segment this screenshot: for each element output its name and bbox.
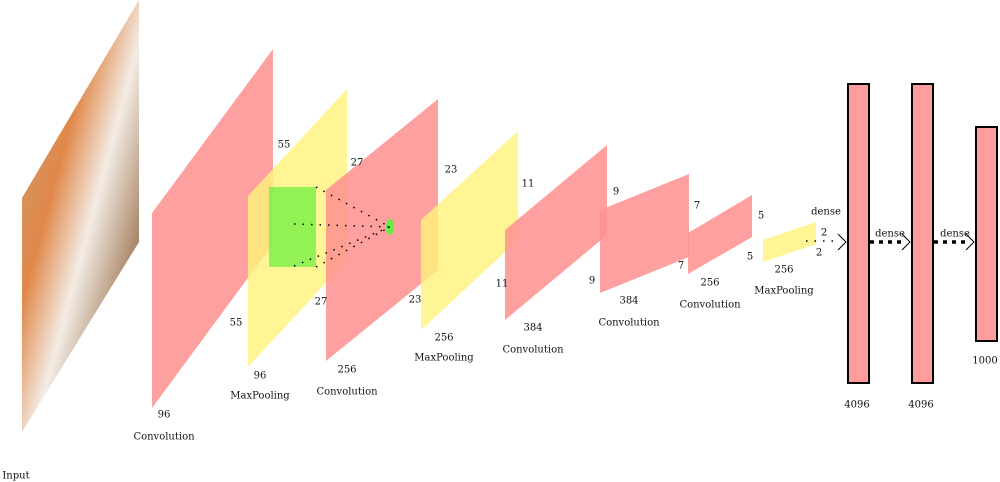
size: 11 xyxy=(522,179,535,190)
size: 55 xyxy=(230,318,243,329)
depth: 256 xyxy=(337,365,356,376)
conv-layer xyxy=(600,174,689,293)
dense-layer xyxy=(911,83,934,384)
depth: 96 xyxy=(158,410,171,421)
kind: Convolution xyxy=(133,432,195,443)
size: 7 xyxy=(694,201,700,212)
labels: 96 Convolution 55 55 96 MaxPooling 27 27… xyxy=(133,140,997,443)
size: 5 xyxy=(747,252,753,263)
depth: 96 xyxy=(254,371,267,382)
kind: MaxPooling xyxy=(230,391,290,402)
kind: Convolution xyxy=(598,318,660,329)
units: 4096 xyxy=(844,400,869,411)
size: 5 xyxy=(758,211,764,222)
depth: 384 xyxy=(619,296,638,307)
units: 4096 xyxy=(908,400,933,411)
kind: Convolution xyxy=(316,387,378,398)
pool-layer xyxy=(421,131,518,330)
layers xyxy=(152,49,847,408)
arrow xyxy=(837,233,847,251)
dense-layer xyxy=(847,83,870,384)
dense-label: dense xyxy=(811,207,841,218)
size: 27 xyxy=(351,158,364,169)
dense-label: dense xyxy=(875,229,905,240)
size: 2 xyxy=(821,228,827,239)
kind: MaxPooling xyxy=(754,286,814,297)
pool-layer xyxy=(763,222,816,262)
kind: Convolution xyxy=(679,300,741,311)
kernel-output xyxy=(386,219,394,235)
conv-layer xyxy=(152,49,273,408)
input-label: Input xyxy=(2,471,29,482)
conv-layer xyxy=(505,145,607,320)
size: 9 xyxy=(589,276,595,287)
input-image xyxy=(22,0,139,432)
size: 11 xyxy=(496,279,509,290)
arrow xyxy=(901,233,975,251)
size: 9 xyxy=(613,187,619,198)
depth: 384 xyxy=(523,323,542,334)
conv-layer xyxy=(688,195,752,274)
size: 2 xyxy=(816,248,822,259)
conv-layer xyxy=(326,99,438,361)
units: 1000 xyxy=(972,356,997,367)
dense-label: dense xyxy=(940,229,970,240)
depth: 256 xyxy=(434,333,453,344)
dense-layers xyxy=(847,83,998,384)
depth: 256 xyxy=(700,278,719,289)
size: 55 xyxy=(278,140,291,151)
kind: MaxPooling xyxy=(414,353,474,364)
size: 27 xyxy=(315,297,328,308)
depth: 256 xyxy=(774,265,793,276)
size: 23 xyxy=(409,295,422,306)
kind: Convolution xyxy=(502,345,564,356)
size: 7 xyxy=(678,261,684,272)
kernel xyxy=(269,187,316,267)
size: 23 xyxy=(445,165,458,176)
dense-layer xyxy=(975,126,998,342)
